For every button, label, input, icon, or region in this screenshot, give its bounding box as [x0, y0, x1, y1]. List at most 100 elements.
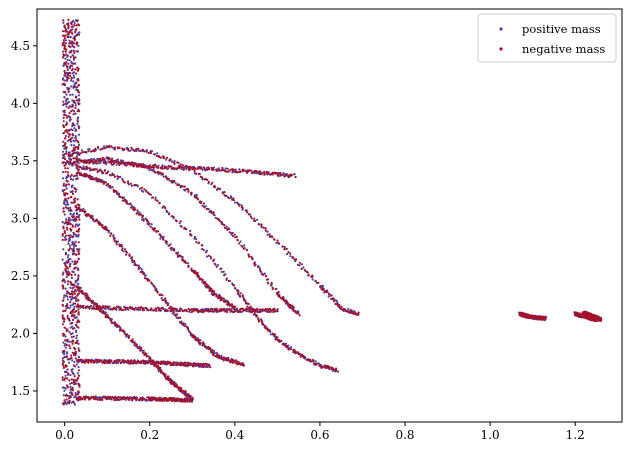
data-point-negative-mass — [105, 227, 108, 230]
data-point-negative-mass — [64, 26, 67, 30]
data-point-negative-mass — [119, 362, 122, 365]
data-point-negative-mass — [195, 241, 198, 244]
data-point-negative-mass — [201, 279, 204, 282]
data-point-positive-mass — [63, 213, 66, 216]
data-point-positive-mass — [72, 113, 75, 116]
data-point-negative-mass — [335, 369, 338, 372]
data-point-negative-mass — [64, 167, 67, 170]
data-point-negative-mass — [112, 306, 116, 309]
data-point-negative-mass — [74, 357, 77, 360]
data-point-positive-mass — [96, 157, 99, 160]
data-point-negative-mass — [77, 248, 80, 251]
data-point-negative-mass — [123, 181, 126, 184]
data-point-positive-mass — [61, 171, 65, 174]
data-point-negative-mass — [205, 365, 208, 368]
data-point-negative-mass — [207, 285, 210, 288]
data-point-negative-mass — [79, 160, 83, 163]
data-point-negative-mass — [153, 285, 156, 288]
data-point-negative-mass — [118, 163, 121, 167]
data-point-negative-mass — [203, 205, 206, 208]
data-point-negative-mass — [282, 298, 285, 301]
data-point-negative-mass — [321, 366, 324, 369]
data-point-negative-mass — [164, 374, 167, 378]
data-point-negative-mass — [77, 67, 80, 70]
data-point-negative-mass — [76, 69, 80, 72]
data-point-positive-mass — [61, 177, 65, 180]
data-point-positive-mass — [347, 307, 350, 310]
data-point-negative-mass — [61, 362, 64, 365]
data-point-negative-mass — [148, 164, 152, 167]
data-point-negative-mass — [74, 297, 77, 300]
data-point-negative-mass — [127, 182, 130, 185]
data-point-negative-mass — [87, 150, 90, 153]
data-point-positive-mass — [70, 60, 73, 64]
data-point-negative-mass — [113, 148, 116, 151]
data-point-negative-mass — [75, 166, 78, 169]
data-point-negative-mass — [82, 161, 86, 164]
data-point-negative-mass — [292, 349, 295, 352]
data-point-negative-mass — [133, 359, 136, 362]
data-point-negative-mass — [147, 220, 150, 223]
data-point-negative-mass — [96, 398, 99, 401]
data-point-negative-mass — [98, 169, 101, 172]
data-point-positive-mass — [70, 184, 74, 187]
data-point-negative-mass — [289, 252, 292, 255]
data-point-positive-mass — [204, 365, 207, 368]
data-point-negative-mass — [153, 309, 156, 312]
data-point-negative-mass — [67, 24, 70, 27]
data-point-negative-mass — [180, 322, 183, 325]
data-point-negative-mass — [141, 307, 144, 310]
data-point-negative-mass — [62, 39, 65, 42]
data-point-negative-mass — [83, 173, 86, 176]
data-point-negative-mass — [71, 124, 74, 127]
data-point-negative-mass — [61, 234, 64, 237]
data-point-negative-mass — [184, 390, 187, 393]
data-point-positive-mass — [65, 105, 68, 108]
data-point-negative-mass — [114, 307, 117, 310]
data-point-positive-mass — [224, 167, 227, 170]
data-point-negative-mass — [175, 220, 178, 223]
data-point-negative-mass — [145, 355, 148, 358]
data-point-positive-mass — [160, 297, 163, 300]
data-point-negative-mass — [195, 338, 198, 341]
data-point-positive-mass — [165, 242, 168, 245]
data-point-negative-mass — [79, 396, 82, 399]
data-point-negative-mass — [289, 306, 292, 309]
data-point-negative-mass — [128, 397, 131, 400]
data-point-negative-mass — [77, 390, 80, 393]
data-point-negative-mass — [298, 314, 301, 317]
data-point-positive-mass — [209, 255, 212, 258]
data-point-negative-mass — [69, 388, 72, 391]
data-point-negative-mass — [76, 20, 79, 23]
data-point-negative-mass — [201, 365, 204, 368]
data-point-negative-mass — [71, 236, 74, 239]
data-point-positive-mass — [66, 298, 69, 301]
data-point-negative-mass — [241, 363, 245, 366]
data-point-positive-mass — [95, 361, 98, 364]
data-point-negative-mass — [109, 359, 112, 362]
data-point-negative-mass — [165, 175, 168, 178]
data-point-negative-mass — [235, 307, 239, 310]
data-point-positive-mass — [74, 102, 77, 105]
data-point-negative-mass — [201, 247, 204, 251]
data-point-positive-mass — [62, 155, 65, 158]
data-point-negative-mass — [207, 180, 210, 184]
data-point-positive-mass — [195, 193, 198, 197]
data-point-negative-mass — [258, 223, 261, 226]
data-point-negative-mass — [61, 44, 64, 47]
data-point-positive-mass — [75, 223, 78, 226]
data-point-negative-mass — [78, 218, 81, 221]
data-point-negative-mass — [67, 36, 70, 39]
data-point-negative-mass — [233, 305, 236, 308]
data-point-positive-mass — [129, 182, 133, 185]
data-point-negative-mass — [72, 201, 75, 204]
data-point-negative-mass — [197, 167, 200, 170]
data-point-negative-mass — [253, 217, 256, 220]
data-point-negative-mass — [79, 166, 82, 169]
data-point-negative-mass — [69, 159, 72, 162]
data-point-positive-mass — [286, 252, 289, 256]
data-point-negative-mass — [70, 25, 73, 28]
data-point-positive-mass — [76, 282, 80, 286]
data-point-negative-mass — [524, 313, 527, 316]
data-point-negative-mass — [212, 354, 215, 357]
